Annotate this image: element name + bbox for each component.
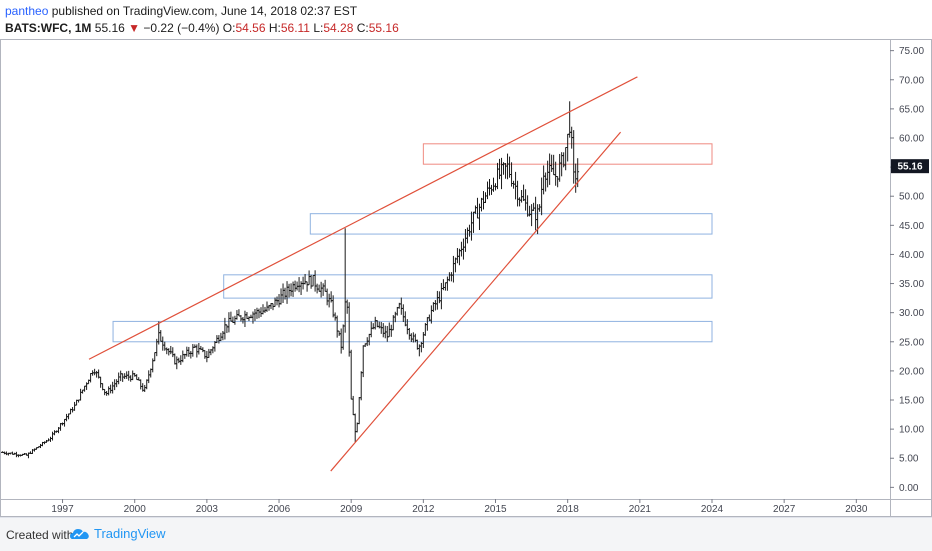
publish-info: pantheo published on TradingView.com, Ju…	[5, 4, 357, 18]
zone-box-blue[interactable]	[112, 320, 713, 343]
y-tick-label: 70.00	[899, 75, 924, 86]
x-tick-label: 2015	[484, 504, 507, 515]
high-value: 56.11	[280, 21, 310, 35]
last-price: 55.16	[94, 21, 125, 35]
close-value: 55.16	[368, 21, 399, 35]
tradingview-brand: TradingView	[94, 526, 166, 541]
high-label: H:	[268, 21, 281, 35]
y-tick-label: 65.00	[899, 104, 924, 115]
ohlc-legend: BATS:WFC, 1M 55.16 ▼ −0.22 (−0.4%) O:54.…	[5, 21, 399, 35]
publish-text: published on TradingView.com, June 14, 2…	[48, 4, 358, 18]
y-tick-label: 30.00	[899, 308, 924, 319]
y-tick-label: 35.00	[899, 279, 924, 290]
change-value: −0.22 (−0.4%)	[143, 21, 220, 35]
low-label: L:	[313, 21, 324, 35]
y-tick-label: 75.00	[899, 46, 924, 57]
cloud-icon	[70, 528, 89, 539]
y-tick-label: 0.00	[899, 483, 919, 494]
y-tick-label: 5.00	[899, 454, 919, 465]
chart-border	[0, 39, 932, 517]
open-value: 54.56	[235, 21, 266, 35]
y-tick-label: 40.00	[899, 250, 924, 261]
last-price-tag	[891, 159, 929, 174]
y-tick-label: 20.00	[899, 366, 924, 377]
x-tick-label: 2012	[412, 504, 435, 515]
symbol-label[interactable]: BATS:WFC, 1M	[5, 21, 92, 35]
x-tick-label: 2030	[845, 504, 868, 515]
y-tick-label: 60.00	[899, 133, 924, 144]
author-link[interactable]: pantheo	[5, 4, 49, 18]
zone-box-blue[interactable]	[309, 213, 713, 235]
upper-trendline[interactable]	[88, 76, 638, 360]
y-tick-label: 50.00	[899, 192, 924, 203]
y-tick-label: 45.00	[899, 221, 924, 232]
open-label: O:	[222, 21, 236, 35]
price-chart[interactable]: 75.0070.0065.0060.0055.0050.0045.0040.00…	[0, 39, 932, 517]
x-tick-label: 2003	[196, 504, 219, 515]
lower-trendline[interactable]	[330, 131, 622, 472]
footer-bar: Created with TradingView	[0, 517, 932, 551]
created-with-label: Created with	[6, 528, 74, 542]
x-tick-label: 2027	[773, 504, 796, 515]
x-tick-label: 2009	[340, 504, 363, 515]
close-label: C:	[356, 21, 369, 35]
last-price-tag-label: 55.16	[897, 162, 922, 173]
y-tick-label: 25.00	[899, 337, 924, 348]
x-tick-label: 2021	[629, 504, 652, 515]
x-tick-label: 2024	[701, 504, 724, 515]
tradingview-logo[interactable]: TradingView	[70, 526, 166, 541]
x-tick-label: 1997	[51, 504, 74, 515]
x-tick-label: 2018	[557, 504, 580, 515]
low-value: 54.28	[323, 21, 354, 35]
y-tick-label: 10.00	[899, 425, 924, 436]
zone-box-blue[interactable]	[223, 274, 713, 299]
y-tick-label: 15.00	[899, 396, 924, 407]
x-tick-label: 2000	[124, 504, 147, 515]
x-tick-label: 2006	[268, 504, 291, 515]
down-arrow-icon: ▼	[128, 21, 141, 35]
